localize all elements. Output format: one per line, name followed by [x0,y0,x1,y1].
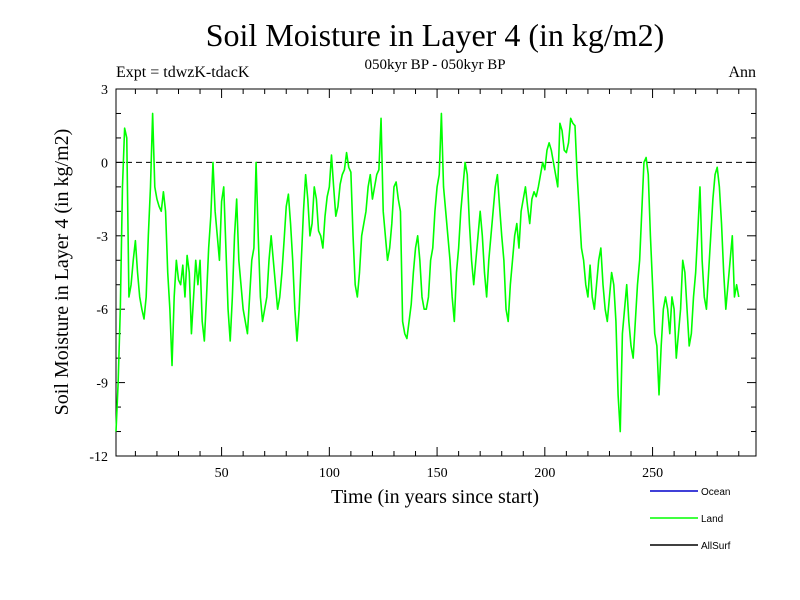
x-tick-label: 50 [215,466,229,481]
legend-label-ocean: Ocean [701,487,730,498]
plot-frame [115,88,757,457]
series-line-land [115,112,740,433]
y-tick-label: 0 [101,156,108,171]
x-tick-label: 200 [534,466,555,481]
legend: Ocean Land AllSurf [650,487,731,552]
legend-label-allsurf: AllSurf [701,541,731,552]
y-tick-label: -3 [96,230,108,245]
legend-label-land: Land [701,514,723,525]
chart-subtitle: 050kyr BP - 050kyr BP [364,57,505,73]
x-tick-label: 100 [319,466,340,481]
x-tick-label: 250 [642,466,663,481]
plot-area: 3 0 -3 -6 -9 -12 50 100 150 200 250 [89,83,757,481]
x-tick-label: 150 [427,466,448,481]
y-axis-label: Soil Moisture in Layer 4 (in kg/m2) [51,129,73,416]
chart-title: Soil Moisture in Layer 4 (in kg/m2) [206,17,665,53]
y-tick-label: -12 [89,450,108,465]
y-tick-label: -9 [96,377,108,392]
y-tick-label: 3 [101,83,108,98]
x-axis-label: Time (in years since start) [331,486,539,508]
season-label: Ann [728,64,756,81]
y-tick-label: -6 [96,303,108,318]
experiment-label: Expt = tdwzK-tdacK [116,64,250,81]
